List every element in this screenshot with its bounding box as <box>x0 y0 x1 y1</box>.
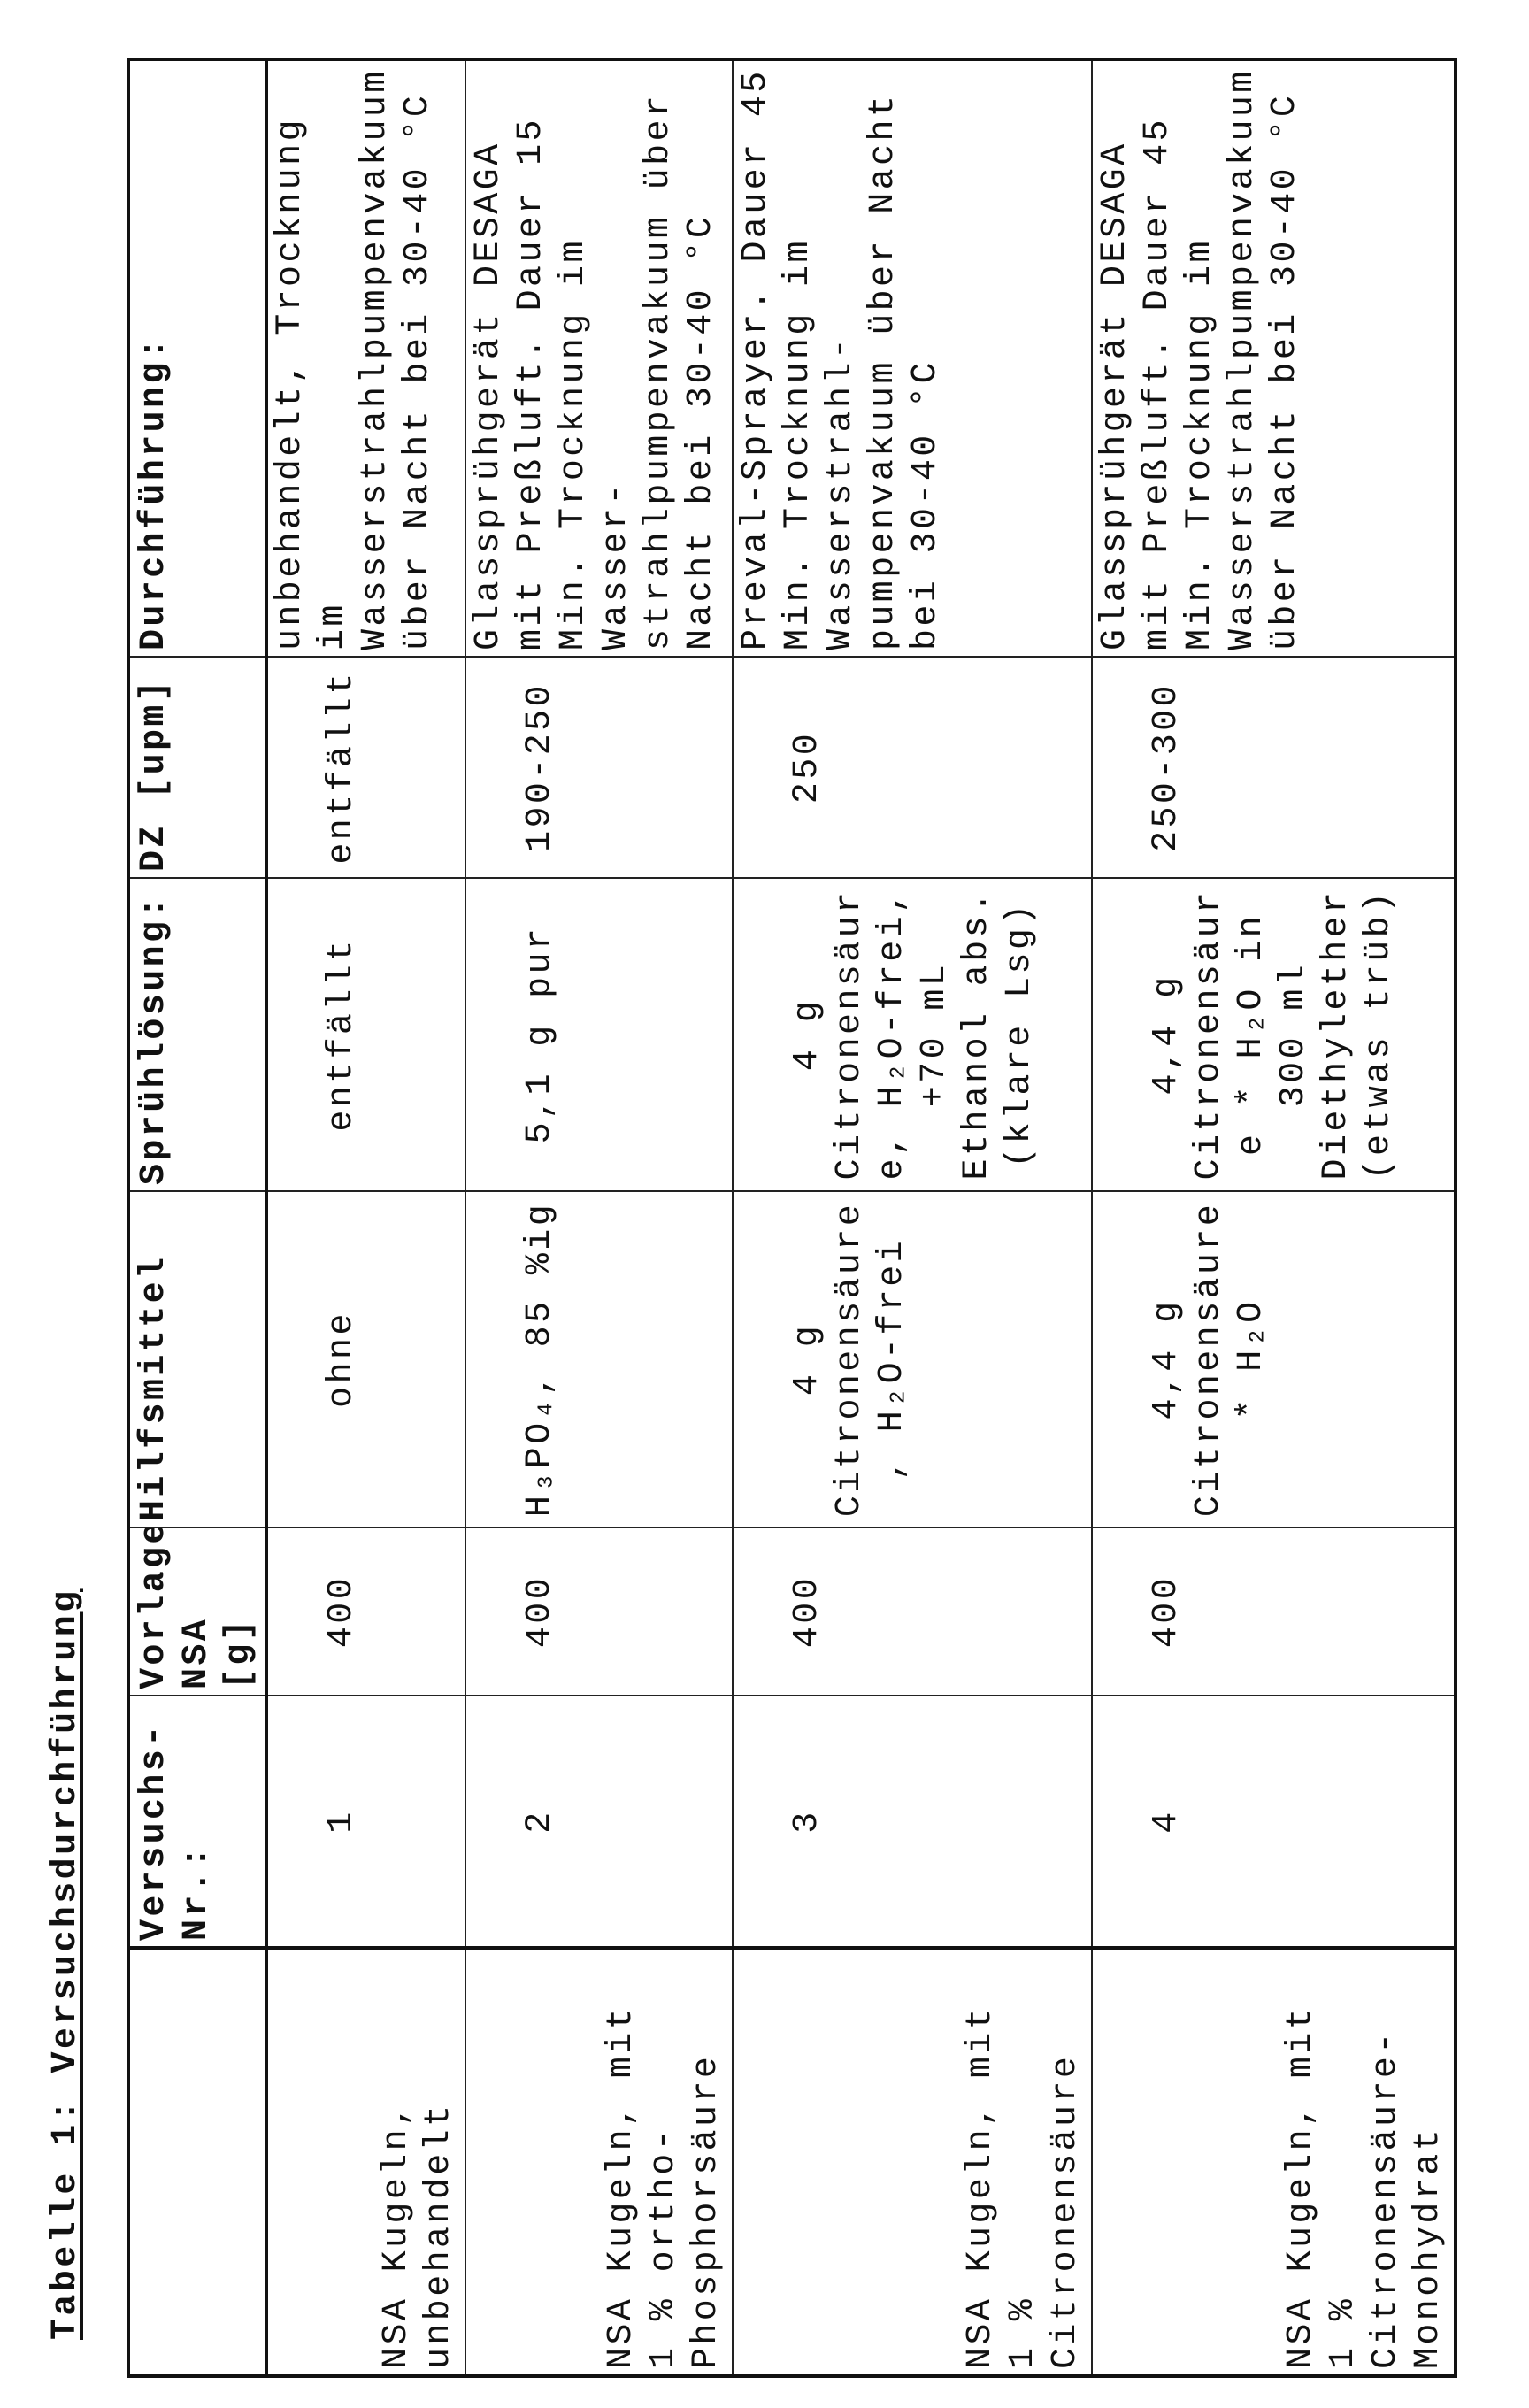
cell-auxiliary: 4 g Citronensäure , H₂O-frei <box>733 1191 1092 1527</box>
cell-rotation-speed: entfällt <box>266 657 465 878</box>
cell-rotation-speed: 190-250 <box>465 657 733 878</box>
table-title: Tabelle 1: Versuchsdurchführung <box>46 1588 86 2340</box>
cell-sample: NSA Kugeln, mit 1 % Citronensäure <box>733 1948 1092 2376</box>
cell-trial-number: 4 <box>1092 1696 1456 1948</box>
rotated-page: Tabelle 1: Versuchsdurchführung Versuchs… <box>0 0 1529 2408</box>
header-auxiliary: Hilfsmittel <box>128 1191 266 1527</box>
cell-trial-number: 3 <box>733 1696 1092 1948</box>
cell-sample: NSA Kugeln, mit 1 % Citronensäure- Monoh… <box>1092 1948 1456 2376</box>
cell-spray-solution: 4,4 g Citronensäur e * H₂O in 300 ml Die… <box>1092 878 1456 1191</box>
header-trial-number: Versuchs- Nr.: <box>128 1696 266 1948</box>
header-row: Versuchs- Nr.: Vorlage NSA [g] Hilfsmitt… <box>128 59 266 2376</box>
header-nsa-amount: Vorlage NSA [g] <box>128 1527 266 1696</box>
table-row: NSA Kugeln, unbehandelt 1 400 ohne entfä… <box>266 59 465 2376</box>
cell-procedure: Glassprühgerät DESAGA mit Preßluft. Daue… <box>465 59 733 657</box>
cell-sample: NSA Kugeln, unbehandelt <box>266 1948 465 2376</box>
header-sample <box>128 1948 266 2376</box>
cell-spray-solution: 5,1 g pur <box>465 878 733 1191</box>
cell-spray-solution: 4 g Citronensäur e, H₂O-frei, +70 mL Eth… <box>733 878 1092 1191</box>
cell-nsa-amount: 400 <box>465 1527 733 1696</box>
table-row: NSA Kugeln, mit 1 % ortho- Phosphorsäure… <box>465 59 733 2376</box>
cell-trial-number: 1 <box>266 1696 465 1948</box>
cell-trial-number: 2 <box>465 1696 733 1948</box>
cell-auxiliary: ohne <box>266 1191 465 1527</box>
header-spray-solution: Sprühlösung: <box>128 878 266 1191</box>
cell-rotation-speed: 250 <box>733 657 1092 878</box>
cell-procedure: unbehandelt, Trocknung im Wasserstrahlpu… <box>266 59 465 657</box>
cell-sample: NSA Kugeln, mit 1 % ortho- Phosphorsäure <box>465 1948 733 2376</box>
cell-rotation-speed: 250-300 <box>1092 657 1456 878</box>
cell-nsa-amount: 400 <box>266 1527 465 1696</box>
table-row: NSA Kugeln, mit 1 % Citronensäure- Monoh… <box>1092 59 1456 2376</box>
cell-procedure: Preval-Sprayer. Dauer 45 Min. Trocknung … <box>733 59 1092 657</box>
cell-auxiliary: H₃PO₄, 85 %ig <box>465 1191 733 1527</box>
table-row: NSA Kugeln, mit 1 % Citronensäure 3 400 … <box>733 59 1092 2376</box>
header-rotation-speed: DZ [upm] <box>128 657 266 878</box>
cell-auxiliary: 4,4 g Citronensäure * H₂O <box>1092 1191 1456 1527</box>
experiment-table: Versuchs- Nr.: Vorlage NSA [g] Hilfsmitt… <box>127 58 1457 2378</box>
header-procedure: Durchführung: <box>128 59 266 657</box>
cell-spray-solution: entfällt <box>266 878 465 1191</box>
cell-procedure: Glassprühgerät DESAGA mit Preßluft. Daue… <box>1092 59 1456 657</box>
cell-nsa-amount: 400 <box>1092 1527 1456 1696</box>
cell-nsa-amount: 400 <box>733 1527 1092 1696</box>
